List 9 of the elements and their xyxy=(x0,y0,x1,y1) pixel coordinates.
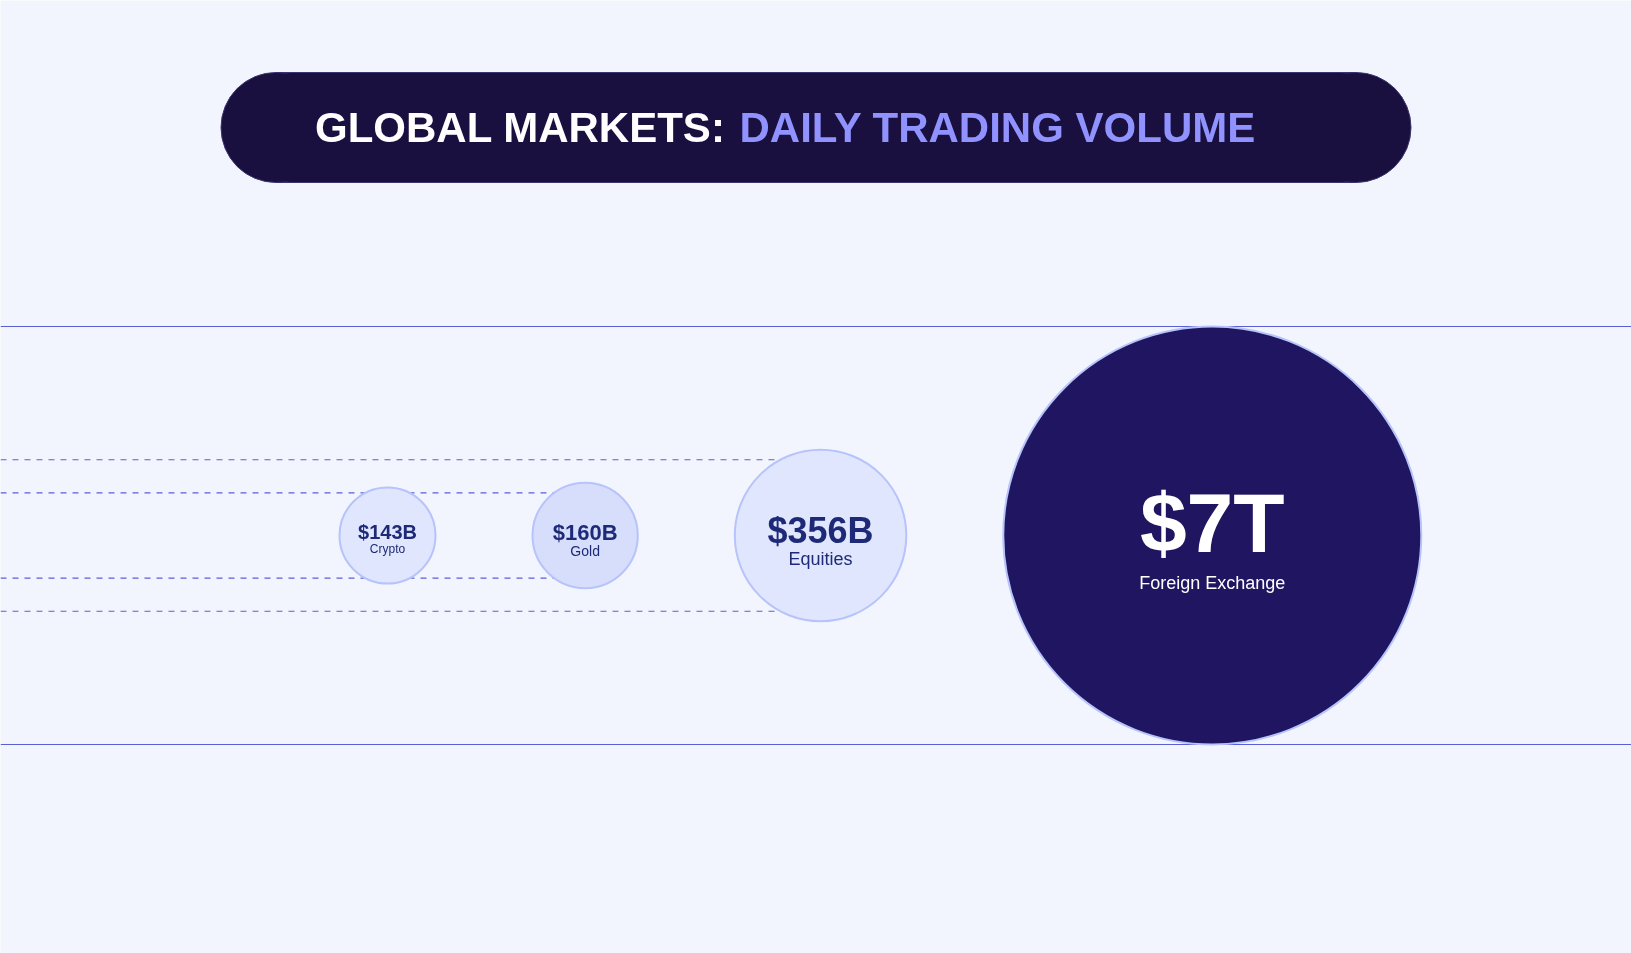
data-label: $356B xyxy=(767,509,874,551)
category-label: Gold xyxy=(570,542,600,559)
category-label: Equities xyxy=(788,548,853,569)
data-label: $7T xyxy=(1139,475,1285,570)
data-label: $160B xyxy=(552,519,618,545)
category-label: Foreign Exchange xyxy=(1139,572,1286,593)
data-label: $143B xyxy=(358,521,417,544)
text: GLOBAL MARKETS: DAILY TRADING VOLUME xyxy=(315,104,1256,151)
category-label: Crypto xyxy=(369,542,406,557)
